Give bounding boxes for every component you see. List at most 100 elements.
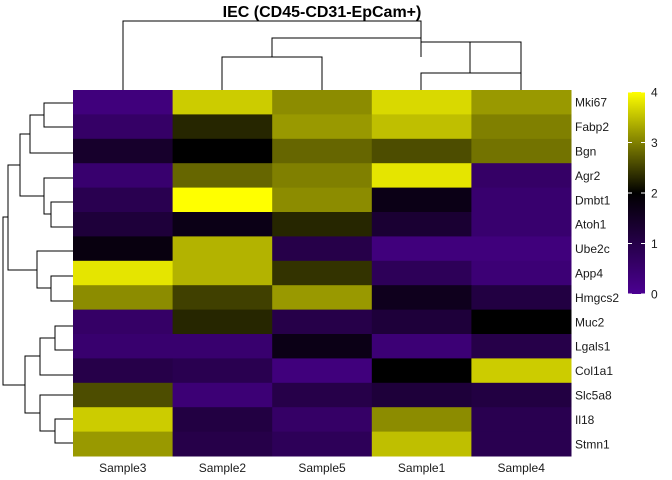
heatmap-cell-agr2-sample4 (471, 163, 572, 189)
heatmap-cell-agr2-sample5 (272, 163, 373, 189)
heatmap-cell-col1a1-sample5 (272, 358, 373, 384)
heatmap-cell-atoh1-sample2 (172, 212, 273, 237)
heatmap-cell-ube2c-sample1 (371, 236, 472, 262)
heatmap-cell-slc5a8-sample2 (172, 382, 273, 408)
row-dendro-agr2 (43, 177, 73, 215)
heatmap-cell-muc2-sample4 (471, 309, 572, 335)
heatmap-cell-bgn-sample1 (371, 138, 472, 164)
row-dendro-col1a1 (39, 337, 73, 376)
heatmap-cell-stmn1-sample4 (471, 431, 572, 457)
row-dendro-app4-hmgcs2 (50, 275, 73, 302)
row-dendro-slc5a8 (39, 394, 73, 432)
column-label-sample4: Sample4 (498, 461, 546, 475)
heatmap-cell-dmbt1-sample3 (73, 187, 174, 213)
color-legend: 0 1 2 3 4 (628, 86, 658, 302)
heatmap-cell-il18-sample1 (371, 407, 472, 433)
row-dendro-bgn (29, 114, 73, 154)
row-label-stmn1: Stmn1 (575, 437, 610, 451)
heatmap-cell-app4-sample4 (471, 260, 572, 286)
column-label-sample2: Sample2 (199, 461, 247, 475)
heatmap-cell-stmn1-sample3 (73, 431, 174, 457)
heatmap-cell-mki67-sample4 (471, 90, 572, 115)
row-dendrogram (2, 102, 73, 444)
heatmap-cell-bgn-sample5 (272, 138, 373, 164)
row-label-ube2c: Ube2c (575, 242, 610, 256)
heatmap-cell-atoh1-sample3 (73, 212, 174, 237)
column-label-sample3: Sample3 (99, 461, 147, 475)
heatmap-cell-lgals1-sample4 (471, 334, 572, 359)
col-dendro-sample4-branch (420, 41, 522, 90)
col-dendro-sample2-sample5-branch (221, 56, 323, 90)
heatmap-cell-muc2-sample2 (172, 309, 273, 335)
heatmap-cell-app4-sample5 (272, 260, 373, 286)
column-labels: Sample3 Sample2 Sample5 Sample1 Sample4 (99, 461, 545, 475)
heatmap-cell-ube2c-sample4 (471, 236, 572, 262)
row-dendro-upper-root (7, 164, 37, 271)
heatmap-cell-bgn-sample4 (471, 138, 572, 164)
heatmap-cell-agr2-sample3 (73, 163, 174, 189)
chart-title: IEC (CD45-CD31-EpCam+) (223, 4, 422, 21)
col-dendro-sample1-sample4-branch (420, 72, 521, 90)
legend-tick-label: 1 (651, 237, 658, 251)
legend-tick-label: 4 (651, 86, 658, 100)
heatmap-cell-il18-sample4 (471, 407, 572, 433)
heatmap-cell-lgals1-sample5 (272, 334, 373, 359)
heatmap-cell-dmbt1-sample5 (272, 187, 373, 213)
heatmap-cell-dmbt1-sample1 (371, 187, 472, 213)
heatmap-cell-hmgcs2-sample2 (172, 285, 273, 311)
row-label-muc2: Muc2 (575, 315, 605, 329)
heatmap-cell-lgals1-sample3 (73, 334, 174, 359)
heatmap-cell-atoh1-sample4 (471, 212, 572, 237)
row-label-hmgcs2: Hmgcs2 (575, 291, 619, 305)
heatmap-cell-muc2-sample1 (371, 309, 472, 335)
heatmap-cell-fabp2-sample5 (272, 114, 373, 140)
row-label-slc5a8: Slc5a8 (575, 389, 612, 403)
row-dendro-dmbt1-atoh1 (50, 201, 73, 228)
row-dendro-upper-join (19, 133, 44, 197)
heatmap-cells (73, 90, 572, 457)
column-label-sample5: Sample5 (298, 461, 346, 475)
col-dendro-top-right-branch (271, 37, 422, 57)
heatmap-cell-fabp2-sample1 (371, 114, 472, 140)
heatmap-cell-slc5a8-sample4 (471, 382, 572, 408)
heatmap-cell-mki67-sample2 (172, 90, 273, 115)
heatmap-cell-ube2c-sample5 (272, 236, 373, 262)
row-label-agr2: Agr2 (575, 169, 601, 183)
legend-tick-label: 2 (651, 187, 658, 201)
row-label-fabp2: Fabp2 (575, 120, 609, 134)
heatmap-cell-col1a1-sample2 (172, 358, 273, 384)
row-label-lgals1: Lgals1 (575, 340, 611, 354)
legend-color-bar (628, 92, 645, 294)
row-dendro-il18-stmn1 (54, 418, 73, 444)
heatmap-cell-app4-sample2 (172, 260, 273, 286)
row-dendro-ube2c (36, 250, 73, 289)
heatmap-cell-agr2-sample2 (172, 163, 273, 189)
heatmap-cell-stmn1-sample1 (371, 431, 472, 457)
heatmap-cell-hmgcs2-sample4 (471, 285, 572, 311)
legend-tick-label: 0 (651, 288, 658, 302)
row-dendro-mki67-fabp2 (43, 102, 73, 128)
heatmap-cell-slc5a8-sample5 (272, 382, 373, 408)
heatmap-cell-mki67-sample5 (272, 90, 373, 115)
heatmap-cell-stmn1-sample5 (272, 431, 373, 457)
row-label-col1a1: Col1a1 (575, 364, 613, 378)
heatmap-cell-col1a1-sample4 (471, 358, 572, 384)
heatmap-cell-agr2-sample1 (371, 163, 472, 189)
column-dendrogram (122, 20, 522, 90)
row-label-app4: App4 (575, 267, 603, 281)
heatmap-cell-il18-sample5 (272, 407, 373, 433)
heatmap-cell-fabp2-sample4 (471, 114, 572, 140)
heatmap-cell-ube2c-sample2 (172, 236, 273, 262)
row-dendro-muc2-lgals1 (54, 325, 73, 351)
heatmap-cell-hmgcs2-sample3 (73, 285, 174, 311)
row-label-atoh1: Atoh1 (575, 218, 607, 232)
heatmap-cell-mki67-sample1 (371, 90, 472, 115)
heatmap-cell-mki67-sample3 (73, 90, 174, 115)
row-label-dmbt1: Dmbt1 (575, 193, 611, 207)
heatmap-cell-bgn-sample2 (172, 138, 273, 164)
heatmap-cell-fabp2-sample2 (172, 114, 273, 140)
heatmap-cell-hmgcs2-sample1 (371, 285, 472, 311)
heatmap-cell-col1a1-sample3 (73, 358, 174, 384)
heatmap-cell-lgals1-sample2 (172, 334, 273, 359)
